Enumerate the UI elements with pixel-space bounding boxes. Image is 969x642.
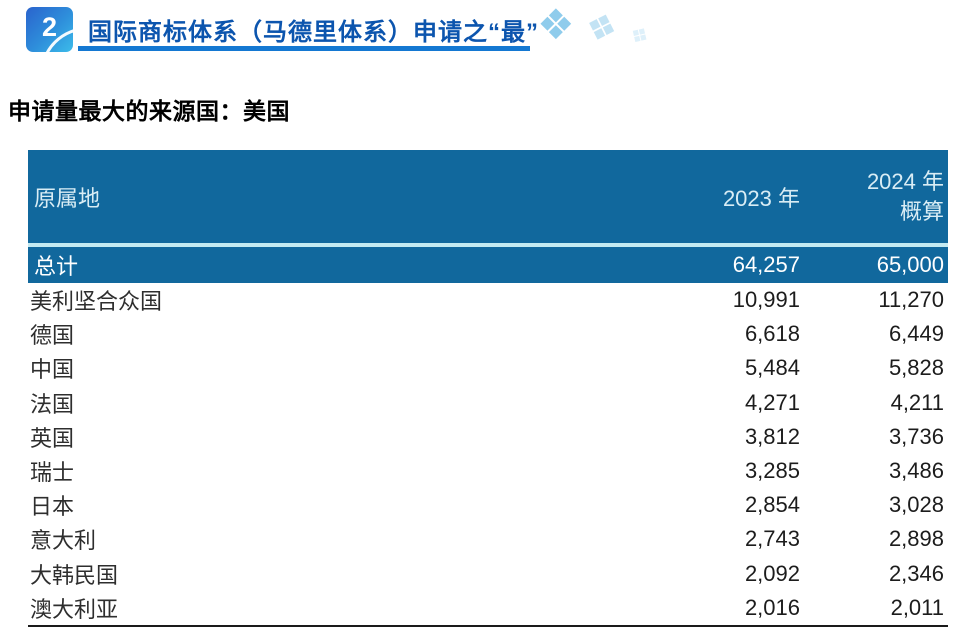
value-2023-cell: 2,016: [744, 594, 800, 620]
table-row: 瑞士 3,285 3,486: [28, 454, 948, 488]
value-2024-cell: 2,011: [890, 594, 944, 620]
origin-cell: 日本: [30, 494, 75, 520]
value-2023-cell: 2,092: [744, 560, 800, 586]
value-2023-cell: 5,484: [744, 355, 800, 381]
decorative-gems: ❖ ❖ ❖: [537, 0, 667, 54]
origin-cell: 澳大利亚: [30, 596, 119, 622]
origin-cell: 意大利: [30, 528, 97, 554]
value-2023-cell: 2,743: [744, 526, 800, 552]
value-2023-cell: 3,285: [744, 458, 800, 484]
table-row: 日本 2,854 3,028: [28, 488, 948, 522]
section-title: 国际商标体系（马德里体系）申请之“最”: [88, 19, 539, 46]
origin-cell: 大韩民国: [30, 562, 119, 588]
header-separator: [28, 243, 948, 247]
page-subtitle: 申请量最大的来源国：美国: [8, 98, 290, 124]
value-2023-cell: 10,991: [732, 287, 800, 313]
origin-cell: 英国: [30, 425, 75, 451]
value-2024-cell: 3,028: [888, 492, 944, 518]
table-header-row: 原属地 2023 年 2024 年 概算: [28, 150, 948, 243]
table-row: 大韩民国 2,092 2,346: [28, 557, 948, 591]
value-2024-cell: 2,898: [888, 526, 944, 552]
origin-cell: 法国: [30, 391, 75, 417]
table-row: 德国 6,618 6,449: [28, 317, 948, 351]
column-header-origin: 原属地: [34, 185, 101, 211]
section-number: 2: [41, 12, 58, 42]
table-row: 英国 3,812 3,736: [28, 420, 948, 454]
title-underline: [78, 46, 530, 51]
value-2024-cell: 3,736: [888, 423, 944, 449]
total-label: 总计: [34, 254, 79, 279]
value-2024-cell: 5,828: [888, 355, 944, 381]
total-2024-value: 65,000: [876, 252, 944, 277]
origin-cell: 瑞士: [30, 460, 75, 486]
applications-table: 原属地 2023 年 2024 年 概算 总计 64,257 65,000 美利…: [28, 150, 948, 627]
value-2024-cell: 4,211: [890, 389, 944, 415]
table-row: 澳大利亚 2,016 2,011: [28, 591, 948, 625]
table-total-row: 总计 64,257 65,000: [28, 247, 948, 283]
total-2023-value: 64,257: [732, 252, 800, 277]
origin-cell: 美利坚合众国: [30, 289, 163, 315]
table-row: 中国 5,484 5,828: [28, 351, 948, 385]
table-body: 美利坚合众国 10,991 11,270 德国 6,618 6,449 中国 5…: [28, 283, 948, 625]
value-2023-cell: 3,812: [744, 423, 800, 449]
diamond-gem-icon: ❖: [623, 20, 654, 53]
value-2023-cell: 2,854: [744, 492, 800, 518]
column-header-2023: 2023 年: [722, 185, 800, 211]
origin-cell: 德国: [30, 323, 75, 349]
column-header-2024-line2: 概算: [899, 198, 944, 224]
origin-cell: 中国: [30, 357, 75, 383]
diamond-gem-icon: ❖: [579, 4, 623, 53]
value-2024-cell: 3,486: [888, 458, 944, 484]
table-row: 法国 4,271 4,211: [28, 386, 948, 420]
value-2023-cell: 6,618: [744, 321, 800, 347]
table-row: 美利坚合众国 10,991 11,270: [28, 283, 948, 317]
column-header-2024: 2024 年 概算: [800, 167, 948, 226]
value-2024-cell: 2,346: [888, 560, 944, 586]
diamond-gem-icon: ❖: [537, 0, 575, 49]
value-2024-cell: 6,449: [888, 321, 944, 347]
column-header-2024-line1: 2024 年: [866, 168, 944, 194]
value-2023-cell: 4,271: [744, 389, 800, 415]
table-row: 意大利 2,743 2,898: [28, 522, 948, 556]
section-number-badge: 2: [26, 7, 73, 52]
value-2024-cell: 11,270: [878, 287, 944, 313]
table-bottom-border: [28, 624, 948, 627]
